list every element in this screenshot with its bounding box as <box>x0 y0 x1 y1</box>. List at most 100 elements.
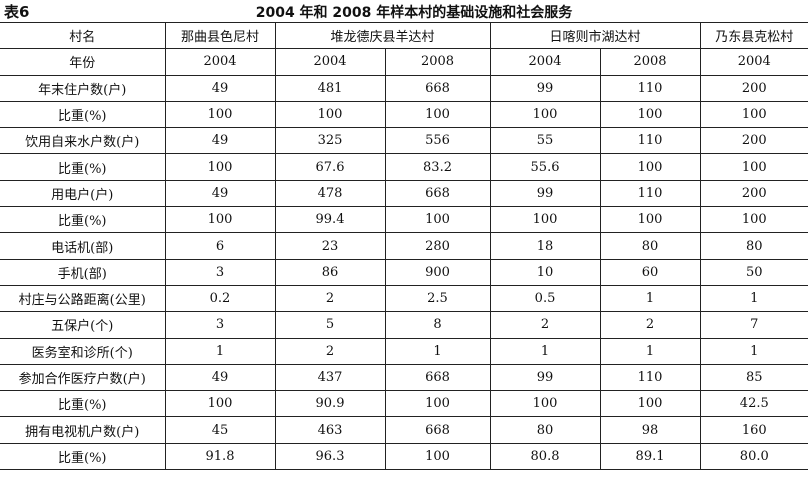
header-cell: 2004 <box>699 48 808 76</box>
row-label: 手机(部) <box>0 258 166 286</box>
table-row: 参加合作医疗户数(户) 49 437 668 99 110 85 <box>0 363 808 392</box>
table-cell: 900 <box>384 258 491 286</box>
table-cell: 80 <box>489 416 601 444</box>
row-label: 五保户(个) <box>0 311 166 339</box>
table-cell: 3 <box>164 258 276 286</box>
table-cell: 478 <box>274 179 386 208</box>
table-cell: 2 <box>599 311 701 339</box>
row-label: 电话机(部) <box>0 232 166 260</box>
row-label: 村庄与公路距离(公里) <box>0 284 166 313</box>
row-label: 参加合作医疗户数(户) <box>0 363 166 392</box>
header-row-village: 村名 那曲县色尼村 堆龙德庆县羊达村 日喀则市湖达村 乃东县克松村 <box>0 21 808 50</box>
table-row: 饮用自来水户数(户) 49 325 556 55 110 200 <box>0 127 808 155</box>
header-cell: 2008 <box>599 48 701 76</box>
table-cell: 1 <box>599 284 701 313</box>
table-row: 用电户(户) 49 478 668 99 110 200 <box>0 179 808 208</box>
table-cell: 325 <box>274 127 386 155</box>
table-cell: 49 <box>164 127 276 155</box>
table-row: 比重(%) 100 90.9 100 100 100 42.5 <box>0 390 808 418</box>
table-cell: 200 <box>699 74 808 102</box>
table-cell: 83.2 <box>384 153 491 181</box>
row-label: 年末住户数(户) <box>0 74 166 102</box>
table-cell: 100 <box>384 442 491 471</box>
header-cell: 2004 <box>274 48 386 76</box>
table-cell: 110 <box>599 127 701 155</box>
table-row: 村庄与公路距离(公里) 0.2 2 2.5 0.5 1 1 <box>0 284 808 313</box>
table-cell: 55.6 <box>489 153 601 181</box>
table-cell: 100 <box>384 390 491 418</box>
table-cell: 100 <box>164 100 276 129</box>
table-cell: 110 <box>599 179 701 208</box>
table-cell: 99 <box>489 363 601 392</box>
table-cell: 80 <box>599 232 701 260</box>
table-cell: 55 <box>489 127 601 155</box>
table-cell: 42.5 <box>699 390 808 418</box>
table-cell: 100 <box>599 390 701 418</box>
table-cell: 7 <box>699 311 808 339</box>
table-cell: 2.5 <box>384 284 491 313</box>
row-label: 比重(%) <box>0 390 166 418</box>
table-row: 医务室和诊所(个) 1 2 1 1 1 1 <box>0 337 808 365</box>
table-cell: 2 <box>274 284 386 313</box>
row-label: 比重(%) <box>0 442 166 471</box>
table-cell: 1 <box>599 337 701 365</box>
header-cell: 堆龙德庆县羊达村 <box>274 21 491 50</box>
table-cell: 100 <box>489 206 601 234</box>
table-row: 电话机(部) 6 23 280 18 80 80 <box>0 232 808 260</box>
table-cell: 80 <box>699 232 808 260</box>
table-cell: 0.5 <box>489 284 601 313</box>
table-cell: 100 <box>699 100 808 129</box>
header-cell: 那曲县色尼村 <box>164 21 276 50</box>
row-label: 拥有电视机户数(户) <box>0 416 166 444</box>
header-row-year: 年份 2004 2004 2008 2004 2008 2004 <box>0 48 808 76</box>
table-cell: 3 <box>164 311 276 339</box>
table-label: 表6 <box>4 3 30 21</box>
table-row: 年末住户数(户) 49 481 668 99 110 200 <box>0 74 808 102</box>
table-cell: 668 <box>384 179 491 208</box>
row-label: 比重(%) <box>0 153 166 181</box>
table-row: 比重(%) 100 67.6 83.2 55.6 100 100 <box>0 153 808 181</box>
table-cell: 1 <box>164 337 276 365</box>
table-cell: 90.9 <box>274 390 386 418</box>
table-cell: 160 <box>699 416 808 444</box>
table-cell: 96.3 <box>274 442 386 471</box>
table-cell: 100 <box>384 206 491 234</box>
table-row: 比重(%) 100 100 100 100 100 100 <box>0 100 808 129</box>
table-cell: 100 <box>599 153 701 181</box>
table-cell: 89.1 <box>599 442 701 471</box>
table-cell: 8 <box>384 311 491 339</box>
data-table: 村名 那曲县色尼村 堆龙德庆县羊达村 日喀则市湖达村 乃东县克松村 年份 200… <box>0 21 808 471</box>
table-cell: 80.8 <box>489 442 601 471</box>
table-cell: 437 <box>274 363 386 392</box>
table-cell: 100 <box>164 390 276 418</box>
table-cell: 668 <box>384 416 491 444</box>
table-cell: 98 <box>599 416 701 444</box>
table-row: 比重(%) 100 99.4 100 100 100 100 <box>0 206 808 234</box>
header-cell: 2004 <box>164 48 276 76</box>
table-cell: 463 <box>274 416 386 444</box>
table-cell: 6 <box>164 232 276 260</box>
table-cell: 100 <box>699 206 808 234</box>
table-row: 五保户(个) 3 5 8 2 2 7 <box>0 311 808 339</box>
table-title: 2004 年和 2008 年样本村的基础设施和社会服务 <box>255 5 573 21</box>
row-label: 比重(%) <box>0 206 166 234</box>
table-cell: 1 <box>699 337 808 365</box>
table-cell: 100 <box>699 153 808 181</box>
table-cell: 481 <box>274 74 386 102</box>
table-cell: 1 <box>699 284 808 313</box>
table-cell: 49 <box>164 74 276 102</box>
table-row: 拥有电视机户数(户) 45 463 668 80 98 160 <box>0 416 808 444</box>
header-cell: 日喀则市湖达村 <box>489 21 701 50</box>
table-cell: 99 <box>489 74 601 102</box>
table-cell: 45 <box>164 416 276 444</box>
table-cell: 668 <box>384 363 491 392</box>
row-label: 饮用自来水户数(户) <box>0 127 166 155</box>
table-cell: 200 <box>699 127 808 155</box>
row-label: 医务室和诊所(个) <box>0 337 166 365</box>
table-cell: 100 <box>599 206 701 234</box>
table-cell: 556 <box>384 127 491 155</box>
table-cell: 80.0 <box>699 442 808 471</box>
table-cell: 0.2 <box>164 284 276 313</box>
table-cell: 668 <box>384 74 491 102</box>
table-cell: 50 <box>699 258 808 286</box>
